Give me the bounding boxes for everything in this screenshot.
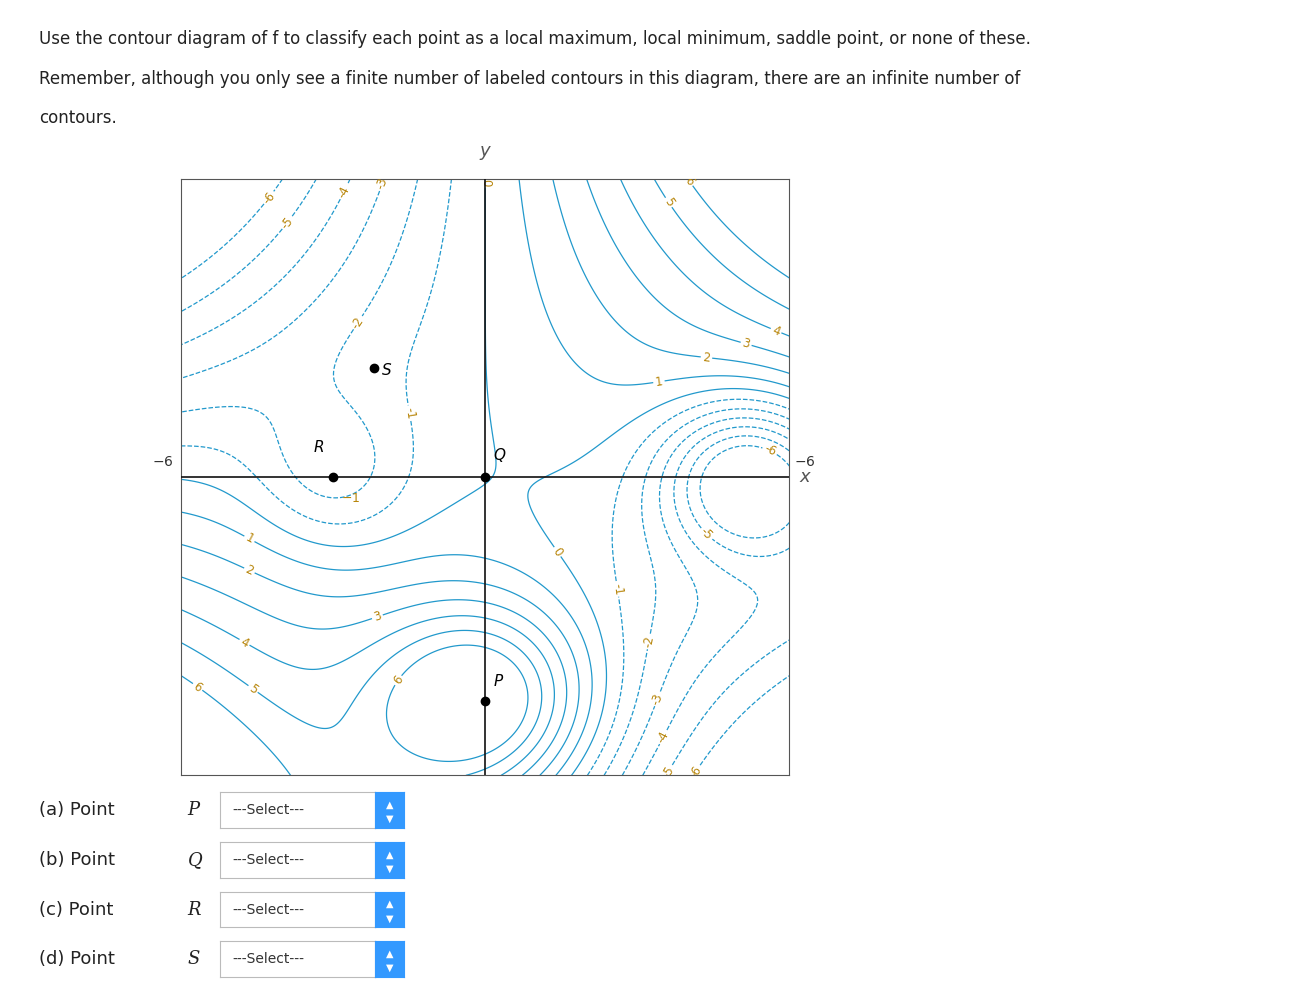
Text: $Q$: $Q$	[493, 445, 506, 464]
Text: 5: 5	[246, 682, 260, 697]
Text: 0: 0	[479, 179, 492, 186]
Text: 5: 5	[661, 196, 677, 209]
Text: -2: -2	[642, 634, 656, 648]
Text: -5: -5	[278, 214, 296, 232]
Text: 1: 1	[655, 375, 664, 389]
Text: ▲: ▲	[386, 800, 393, 810]
Text: -5: -5	[697, 525, 716, 543]
Text: 3: 3	[371, 609, 383, 624]
Text: ▲: ▲	[386, 949, 393, 959]
Text: 0: 0	[550, 545, 565, 559]
Text: 6: 6	[190, 680, 204, 695]
Text: -6: -6	[687, 763, 704, 780]
Text: $-6$: $-6$	[151, 455, 173, 469]
Text: -2: -2	[349, 314, 366, 331]
Text: $R$: $R$	[313, 439, 324, 455]
Text: contours.: contours.	[39, 109, 116, 127]
Text: (d) Point: (d) Point	[39, 950, 120, 968]
Text: ▲: ▲	[386, 850, 393, 860]
Text: S: S	[188, 950, 201, 968]
Text: ▼: ▼	[386, 913, 393, 923]
Text: -3: -3	[650, 691, 665, 707]
Text: Q: Q	[188, 851, 202, 869]
Text: 6: 6	[391, 674, 405, 687]
Text: $P$: $P$	[493, 673, 505, 689]
Text: $S$: $S$	[382, 362, 392, 379]
Text: 3: 3	[740, 337, 752, 351]
Text: -1: -1	[402, 407, 417, 420]
Text: ---Select---: ---Select---	[233, 903, 304, 916]
Text: ▼: ▼	[386, 864, 393, 874]
Text: -6: -6	[260, 189, 278, 207]
Text: ---Select---: ---Select---	[233, 952, 304, 966]
Text: 4: 4	[770, 323, 782, 338]
Text: -4: -4	[335, 184, 352, 200]
Text: 1: 1	[243, 532, 256, 547]
Text: ---Select---: ---Select---	[233, 803, 304, 817]
Text: -6: -6	[762, 442, 778, 459]
Text: -5: -5	[660, 763, 677, 780]
Text: R: R	[188, 901, 201, 918]
Text: Remember, although you only see a finite number of labeled contours in this diag: Remember, although you only see a finite…	[39, 70, 1020, 87]
Text: P: P	[188, 801, 199, 819]
Text: $y$: $y$	[479, 143, 492, 162]
Text: ▼: ▼	[386, 963, 393, 973]
Text: $-6$: $-6$	[795, 455, 817, 469]
Text: -4: -4	[655, 729, 672, 746]
Text: -3: -3	[374, 176, 391, 191]
Text: Use the contour diagram of f to classify each point as a local maximum, local mi: Use the contour diagram of f to classify…	[39, 30, 1031, 48]
Text: 6: 6	[682, 174, 697, 188]
Text: $x$: $x$	[800, 468, 813, 486]
Text: 2: 2	[243, 563, 255, 578]
Text: ▼: ▼	[386, 814, 393, 824]
Text: $-1$: $-1$	[340, 492, 360, 505]
Text: ---Select---: ---Select---	[233, 853, 304, 867]
Text: 2: 2	[703, 351, 710, 365]
Text: (a) Point: (a) Point	[39, 801, 120, 819]
Text: 4: 4	[238, 635, 251, 650]
Text: (c) Point: (c) Point	[39, 901, 119, 918]
Text: -1: -1	[609, 582, 625, 595]
Text: ▲: ▲	[386, 900, 393, 910]
Text: (b) Point: (b) Point	[39, 851, 120, 869]
